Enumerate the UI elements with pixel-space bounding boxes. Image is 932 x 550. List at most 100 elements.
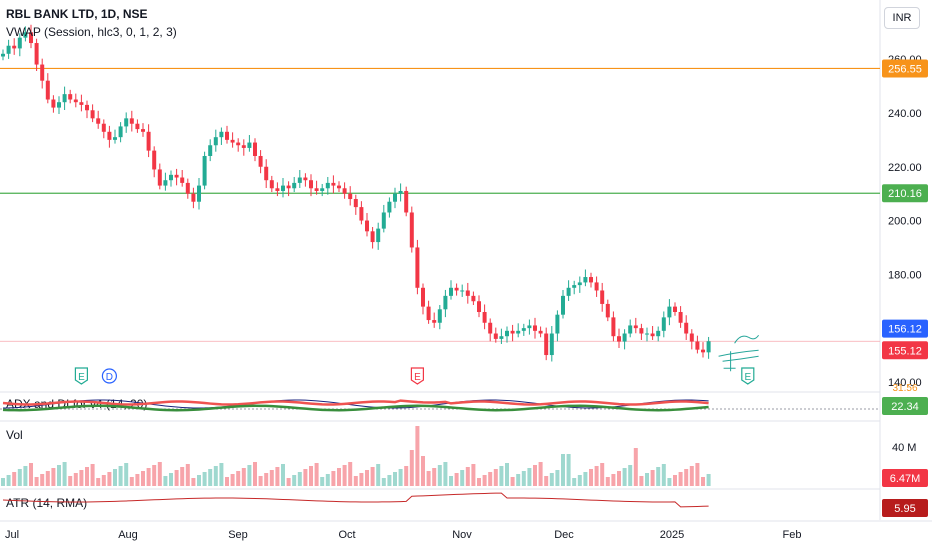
candle <box>118 126 123 138</box>
volume-bar <box>258 476 263 486</box>
candle <box>605 303 610 318</box>
volume-bar <box>325 474 330 486</box>
candle <box>303 177 308 181</box>
candle <box>409 212 414 248</box>
volume-bar <box>241 468 246 486</box>
candle <box>611 317 616 337</box>
candle <box>197 185 201 202</box>
volume-bar <box>286 478 291 486</box>
volume-bar <box>34 477 39 486</box>
volume-bar <box>611 474 616 486</box>
candle <box>493 333 498 339</box>
volume-bar <box>113 469 117 486</box>
candle <box>387 201 392 213</box>
volume-bar <box>118 466 123 486</box>
price-tag-label: 155.12 <box>888 345 922 357</box>
candle <box>141 129 145 132</box>
candle <box>169 174 173 181</box>
symbol-title: RBL BANK LTD, 1D, NSE <box>6 7 148 21</box>
time-axis-label: Aug <box>118 529 138 541</box>
volume-bar <box>561 454 565 486</box>
candle <box>538 330 543 334</box>
candle <box>309 180 313 189</box>
volume-bar <box>605 477 610 486</box>
candle <box>331 182 336 186</box>
currency-button[interactable]: INR <box>884 7 920 29</box>
volume-bar <box>678 472 683 486</box>
candle <box>381 212 386 229</box>
volume-bar <box>421 456 425 486</box>
candle <box>281 185 285 191</box>
candle <box>549 333 554 356</box>
atr-line <box>2 492 709 508</box>
volume-bar <box>281 464 285 486</box>
volume-bar <box>689 466 694 486</box>
candle <box>426 306 431 321</box>
candle <box>460 290 465 292</box>
volume-bar <box>90 464 95 486</box>
time-axis-label: Jul <box>5 529 19 541</box>
volume-bar <box>437 465 442 486</box>
volume-axis-label: 40 M <box>892 442 916 454</box>
volume-bar <box>348 462 353 486</box>
candle <box>695 341 700 350</box>
candle <box>96 118 101 124</box>
candle <box>577 282 582 286</box>
volume-bar <box>482 475 487 486</box>
price-tick-label: 180.00 <box>888 269 922 281</box>
candle <box>292 182 297 189</box>
candle <box>342 188 347 194</box>
candle <box>516 330 521 334</box>
volume-bar <box>650 470 655 486</box>
volume-bar <box>275 467 280 486</box>
volume-bar <box>667 478 672 486</box>
atr-value-tag <box>882 499 928 517</box>
candle <box>258 156 263 167</box>
volume-bar <box>454 473 459 486</box>
candle <box>667 306 672 318</box>
event-marker-label: E <box>414 372 421 383</box>
volume-bar <box>622 468 627 486</box>
candle <box>275 188 280 191</box>
candle <box>561 295 565 315</box>
candle <box>253 142 257 156</box>
volume-bar <box>510 477 515 486</box>
candle <box>17 37 22 49</box>
candle <box>29 32 33 44</box>
candle <box>370 231 375 243</box>
volume-bar <box>471 464 476 486</box>
volume-bar <box>269 470 274 486</box>
candle <box>90 110 95 119</box>
vwap-indicator-label[interactable]: VWAP (Session, hlc3, 0, 1, 2, 3) <box>6 25 177 39</box>
volume-bar <box>409 450 414 486</box>
candle <box>628 325 633 334</box>
volume-bar <box>96 478 101 486</box>
candle <box>107 131 112 140</box>
volume-bar <box>219 463 224 486</box>
candle <box>572 285 577 288</box>
candle <box>34 43 39 65</box>
volume-bar <box>292 475 297 486</box>
volume-bar <box>505 463 509 486</box>
candle <box>376 228 381 243</box>
volume-bar <box>101 475 106 486</box>
event-marker-label: D <box>106 372 113 383</box>
candle <box>555 314 560 334</box>
price-tag <box>882 319 928 338</box>
volume-bar <box>309 466 313 486</box>
candle <box>320 188 325 191</box>
candle <box>673 306 677 312</box>
volume-bar <box>303 469 308 486</box>
volume-bar <box>477 478 481 486</box>
candle <box>365 220 369 232</box>
candle <box>202 156 207 186</box>
volume-bar <box>706 474 711 486</box>
price-tick-label: 140.00 <box>888 377 922 389</box>
candle <box>174 174 179 178</box>
volume-panel-title: Vol <box>6 428 23 442</box>
volume-bar <box>432 468 437 486</box>
price-tick-label: 200.00 <box>888 216 922 228</box>
volume-bar <box>387 475 392 486</box>
volume-bar <box>12 472 17 486</box>
